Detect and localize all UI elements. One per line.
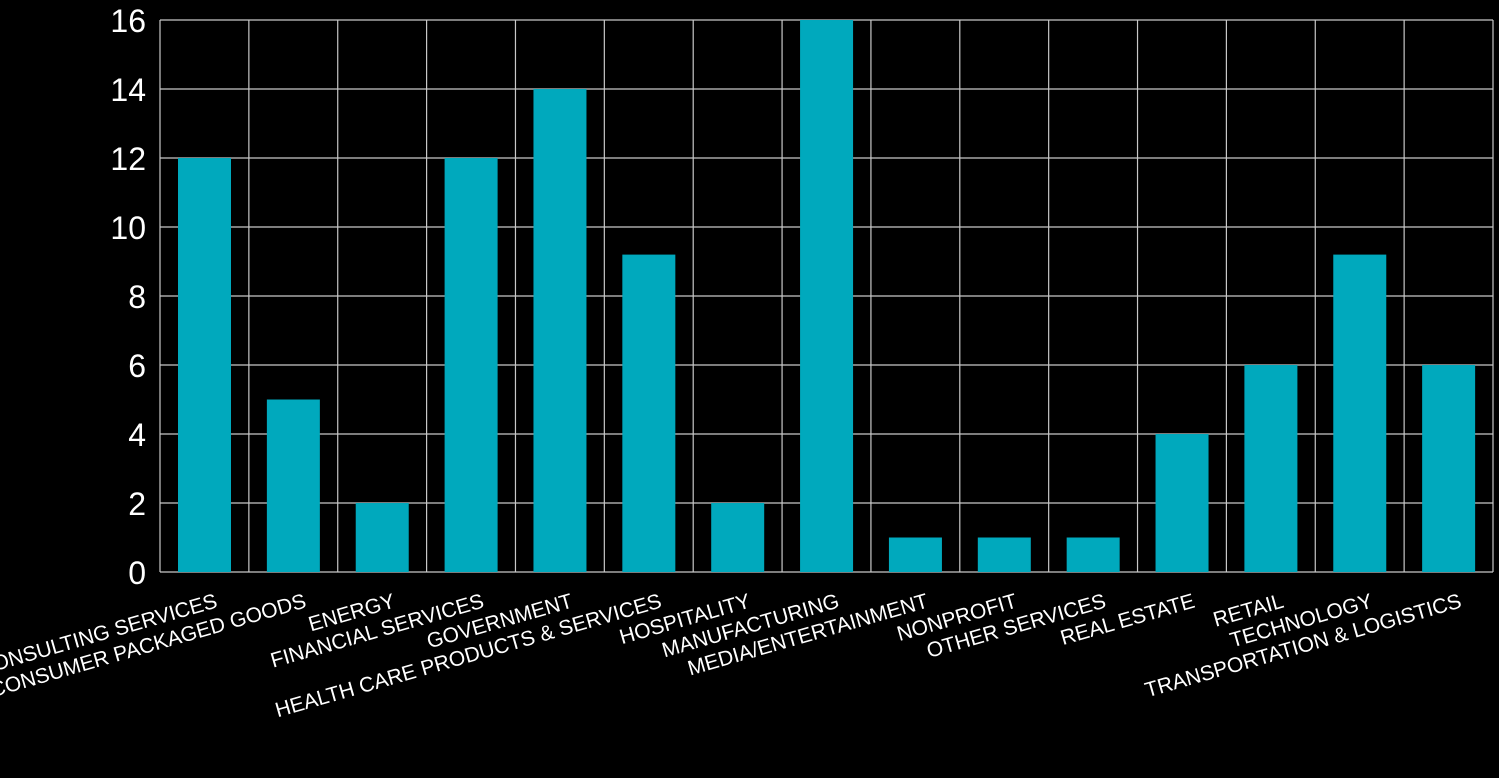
bar-10 — [977, 537, 1031, 572]
y-tick-label-12: 12 — [110, 141, 146, 177]
bar-13 — [1244, 365, 1298, 572]
bars — [178, 20, 1476, 572]
grid-lines — [159, 19, 1494, 573]
bar-1 — [178, 158, 231, 572]
y-tick-label-6: 6 — [128, 348, 146, 384]
bar-12 — [1155, 434, 1209, 572]
bar-14 — [1333, 254, 1387, 572]
bar-15 — [1422, 365, 1476, 572]
bar-7 — [711, 503, 765, 572]
bar-4 — [444, 158, 498, 572]
bar-2 — [266, 399, 320, 572]
y-tick-label-2: 2 — [128, 486, 146, 522]
y-tick-label-16: 16 — [110, 3, 146, 39]
y-tick-label-10: 10 — [110, 210, 146, 246]
bar-8 — [800, 20, 854, 572]
bar-6 — [622, 254, 676, 572]
y-tick-label-14: 14 — [110, 72, 146, 108]
bar-9 — [888, 537, 942, 572]
y-tick-label-0: 0 — [128, 555, 146, 591]
y-tick-label-8: 8 — [128, 279, 146, 315]
bar-11 — [1066, 537, 1120, 572]
bar-5 — [533, 89, 587, 572]
y-axis-tick-labels: 0 2 4 6 8 10 12 14 16 — [110, 3, 146, 591]
y-tick-label-4: 4 — [128, 417, 146, 453]
bar-3 — [355, 503, 409, 572]
